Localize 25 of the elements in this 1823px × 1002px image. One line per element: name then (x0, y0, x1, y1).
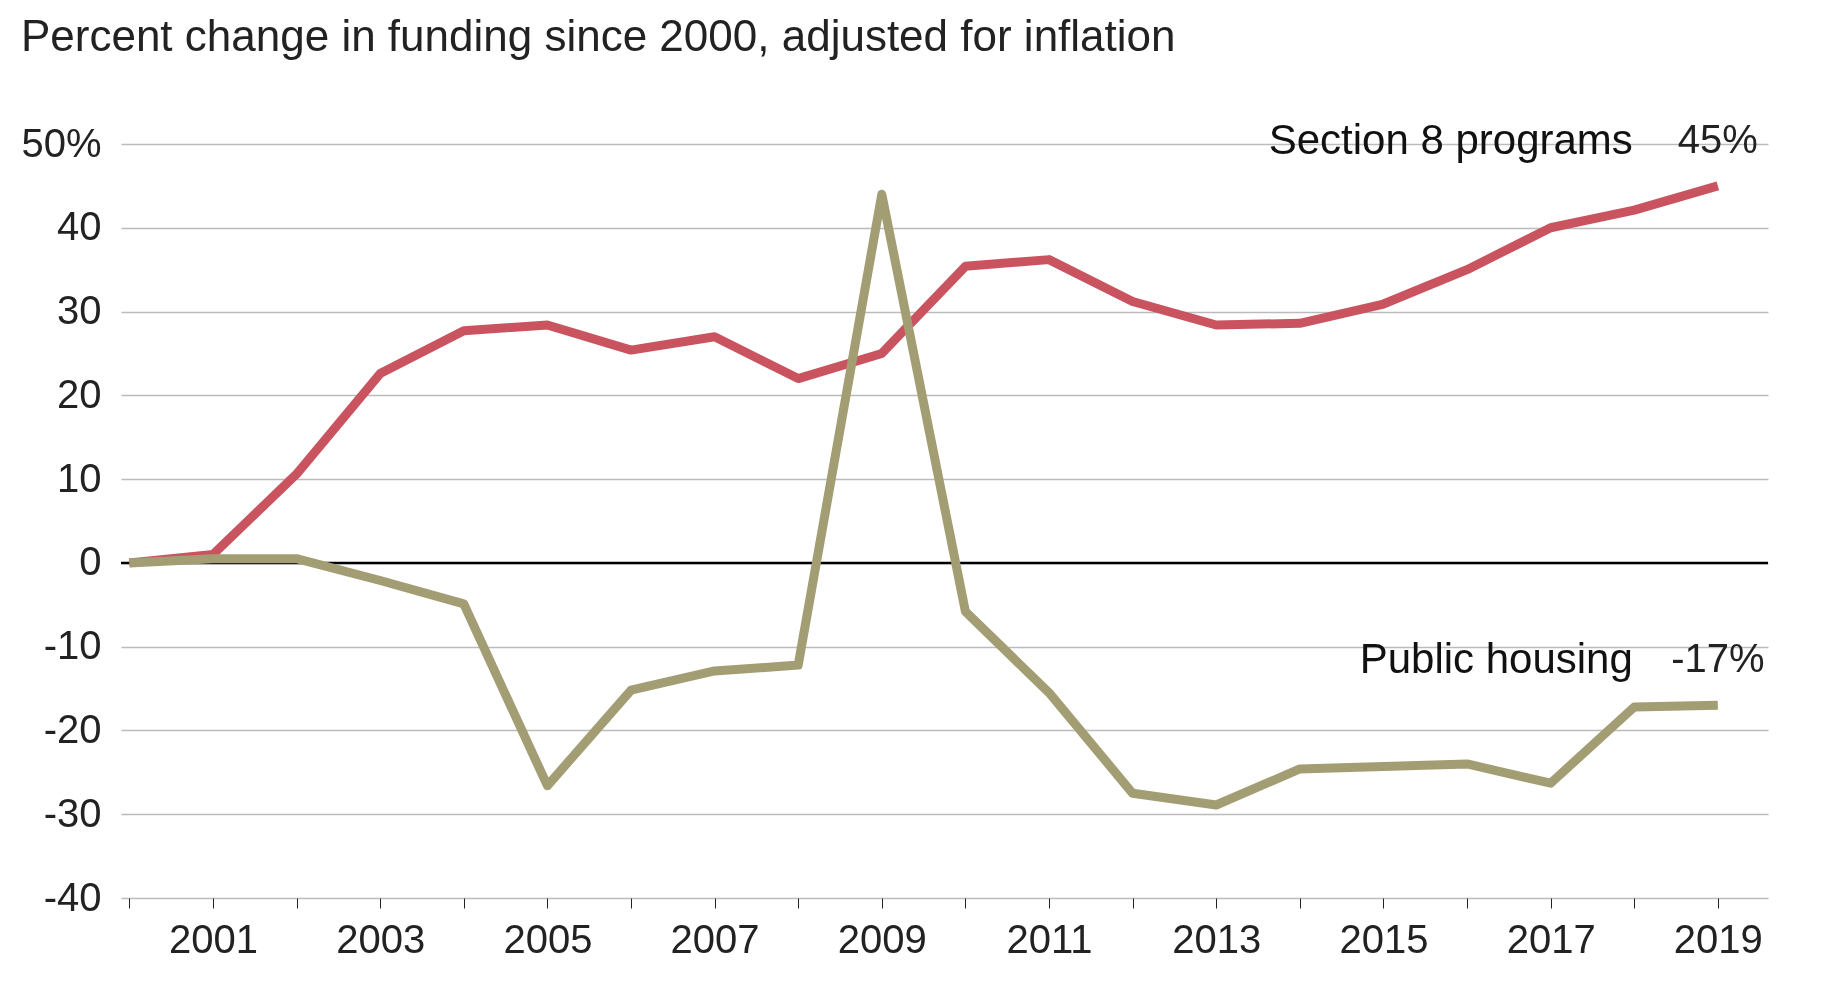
data-label: -17% (1671, 636, 1765, 681)
x-tick-label: 2009 (837, 916, 927, 961)
y-tick-label: 30 (57, 288, 102, 333)
y-tick-label: 40 (57, 204, 102, 249)
x-tick-label: 2001 (168, 916, 258, 961)
chart-title: Percent change in funding since 2000, adjusted for inflation (20, 10, 1176, 60)
y-tick-label: 20 (57, 371, 102, 416)
y-tick-label: -30 (43, 790, 102, 835)
x-tick-label: 2011 (1006, 916, 1093, 961)
x-tick-label: 2019 (1673, 916, 1763, 961)
x-tick-label: 2013 (1172, 916, 1262, 961)
x-tick-label: 2015 (1339, 916, 1429, 961)
x-tick-label: 2005 (503, 916, 593, 961)
x-tick-label: 2017 (1506, 916, 1596, 961)
y-tick-label: 10 (57, 455, 102, 500)
y-tick-label: -40 (43, 874, 102, 919)
y-tick-label: -10 (43, 623, 102, 668)
x-tick-label: 2003 (336, 916, 426, 961)
series-label: Section 8 programs (1268, 115, 1633, 163)
x-tick-label: 2007 (670, 916, 760, 961)
y-tick-label: -20 (43, 706, 102, 751)
y-tick-label: 50% (21, 120, 102, 165)
series-label: Public housing (1359, 635, 1633, 683)
data-label: 45% (1677, 116, 1758, 161)
y-tick-label: 0 (79, 539, 102, 584)
